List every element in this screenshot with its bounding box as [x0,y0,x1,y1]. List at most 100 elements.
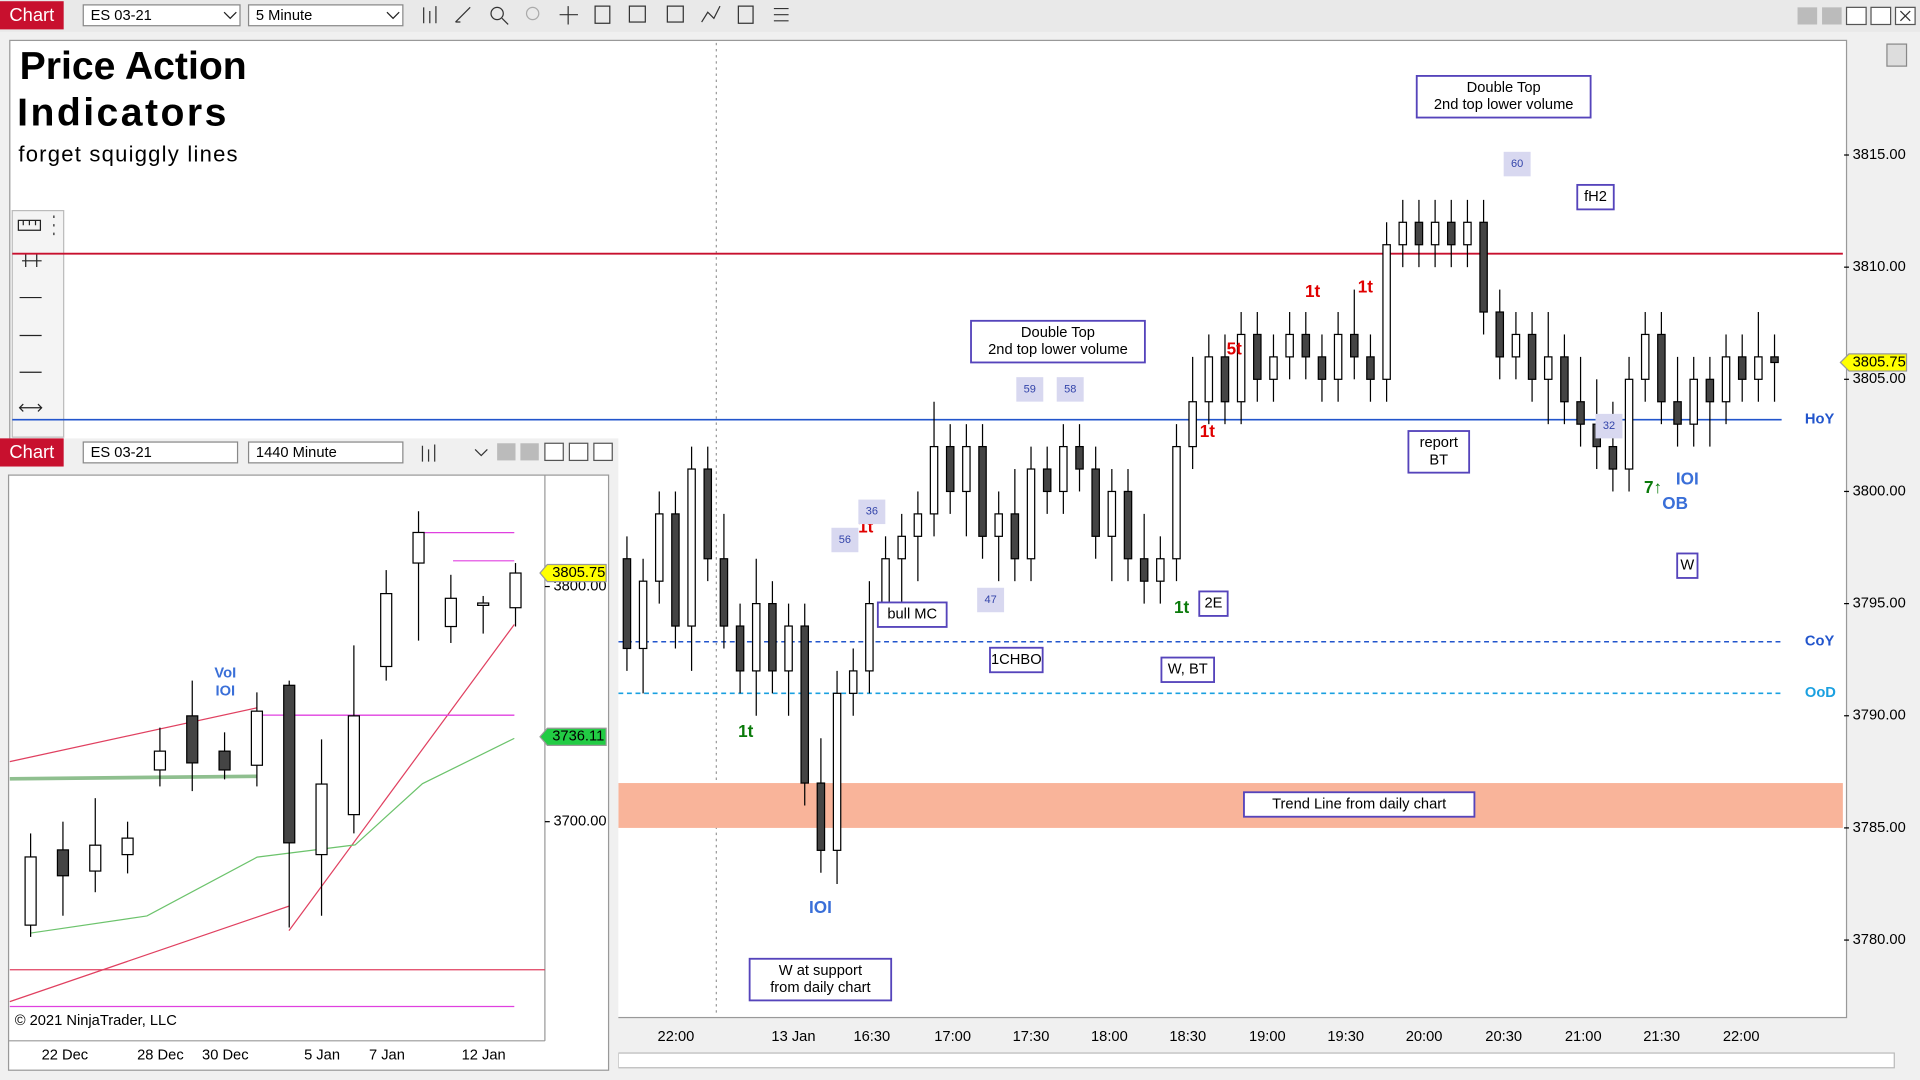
y-tick-label: 3800.00 [553,578,606,594]
window-buttons[interactable] [1797,6,1916,26]
candle-body [89,844,102,872]
annotation: 7↑ [1644,477,1662,497]
candle-body [929,445,939,515]
candle-body [1543,356,1553,380]
candle-body [347,715,360,816]
daily-chart-tab[interactable] [0,438,64,467]
annotation: OB [1662,493,1688,513]
f-button[interactable] [1886,43,1908,67]
annotation: 60 [1511,158,1523,170]
x-tick-label: 22 Dec [42,1047,89,1063]
y-tick-label: 3790.00 [1853,708,1906,724]
drawing-toolbar[interactable] [11,210,65,438]
candle-body [1285,333,1294,358]
candle-body [1123,490,1133,560]
volume-tag [1595,413,1623,439]
candle-body [1172,445,1181,560]
x-tick-label: 7 Jan [369,1047,405,1063]
candle-body [1511,333,1521,358]
candle-body [1479,221,1488,313]
daily-instrument: ES 03-21 [91,445,152,461]
candle-body [671,513,680,627]
x-tick-label: 28 Dec [137,1047,184,1063]
toolbar-icons[interactable] [423,5,789,25]
x-tick-label: 20:30 [1485,1029,1522,1045]
price-marker [539,563,607,583]
annotation: IOI [216,684,236,700]
daily-interval-select[interactable] [247,441,404,464]
candle-body [1156,558,1165,582]
annotation-box [876,601,948,628]
annotation: VoI [214,665,236,681]
candle-body [1269,356,1278,380]
annotation-box [748,957,893,1002]
annotation: 1t [1200,421,1216,441]
candle-body [1495,311,1505,358]
candle-body [622,558,632,650]
volume-tag [1016,377,1044,402]
drawn-line [9,774,258,781]
candle-body [638,580,648,650]
level-label: OoD [1805,685,1836,701]
candle-body [1527,333,1537,380]
y-tick-label: 3700.00 [553,814,606,830]
volume-tag [1056,377,1084,402]
level-label: CoY [1805,634,1835,650]
subtitle: Indicators [17,91,229,134]
annotation-box [1243,791,1476,818]
annotation: 32 [1603,420,1615,432]
candle-body [1188,401,1197,448]
x-tick-label: 22:00 [658,1029,695,1045]
scrollbar[interactable] [617,1052,1895,1069]
annotation: 5t [1227,339,1243,359]
x-tick-label: 18:00 [1091,1029,1128,1045]
candle-body [1640,333,1650,380]
candle-body [703,468,713,560]
annotation: Double Top [1467,80,1541,96]
candle-body [994,513,1003,537]
candle-body [913,513,923,537]
x-tick-label: 21:00 [1565,1029,1602,1045]
volume-tag [831,527,859,553]
daily-window-buttons[interactable] [421,442,613,462]
candle-body [1091,468,1100,537]
x-tick-label: 30 Dec [202,1047,249,1063]
candle-body [848,670,858,694]
daily-plot: 3700.00 3800.00 22 Dec 28 Dec 30 Dec 5 Jan 7 J… [9,511,607,1063]
candle-body [1333,333,1343,380]
price-marker [539,727,607,746]
y-tick-label: 3780.00 [1853,932,1906,948]
chart-tab[interactable] [0,1,64,30]
annotation: 1t [1305,281,1321,301]
annotation: 2nd top lower volume [1434,97,1574,113]
annotation: BT [1429,452,1448,468]
candle-body [412,531,425,564]
candle-body [1075,445,1084,470]
instrument-select[interactable] [82,4,241,27]
y-tick-label: 3815.00 [1853,147,1906,163]
chart-tab-label: Chart [9,4,54,25]
interval-select[interactable] [247,4,404,27]
annotation-box [989,646,1044,674]
candle-body [654,513,664,582]
y-tick-label: 3785.00 [1853,820,1906,836]
annotation-box [1160,656,1215,683]
instrument: ES 03-21 [91,8,152,24]
candle-body [1770,356,1779,364]
annotation-box [1676,552,1699,579]
daily-instrument-select[interactable] [82,441,239,464]
x-tick-label: 21:30 [1643,1029,1680,1045]
support-zone [618,783,1843,828]
annotation: 1CHBO [991,652,1042,668]
price-marker-label: 3736.11 [552,729,604,745]
candle-body [1107,490,1117,537]
annotation: IOI [809,897,832,917]
copyright: © 2021 NinjaTrader, LLC [15,1013,178,1029]
annotation: W [1680,558,1694,574]
candle-body [897,535,907,560]
drawn-line [9,707,258,763]
candle-body [1673,401,1682,425]
candle-body [735,625,745,672]
candle-body [1705,378,1715,403]
candle-body [1576,401,1585,425]
